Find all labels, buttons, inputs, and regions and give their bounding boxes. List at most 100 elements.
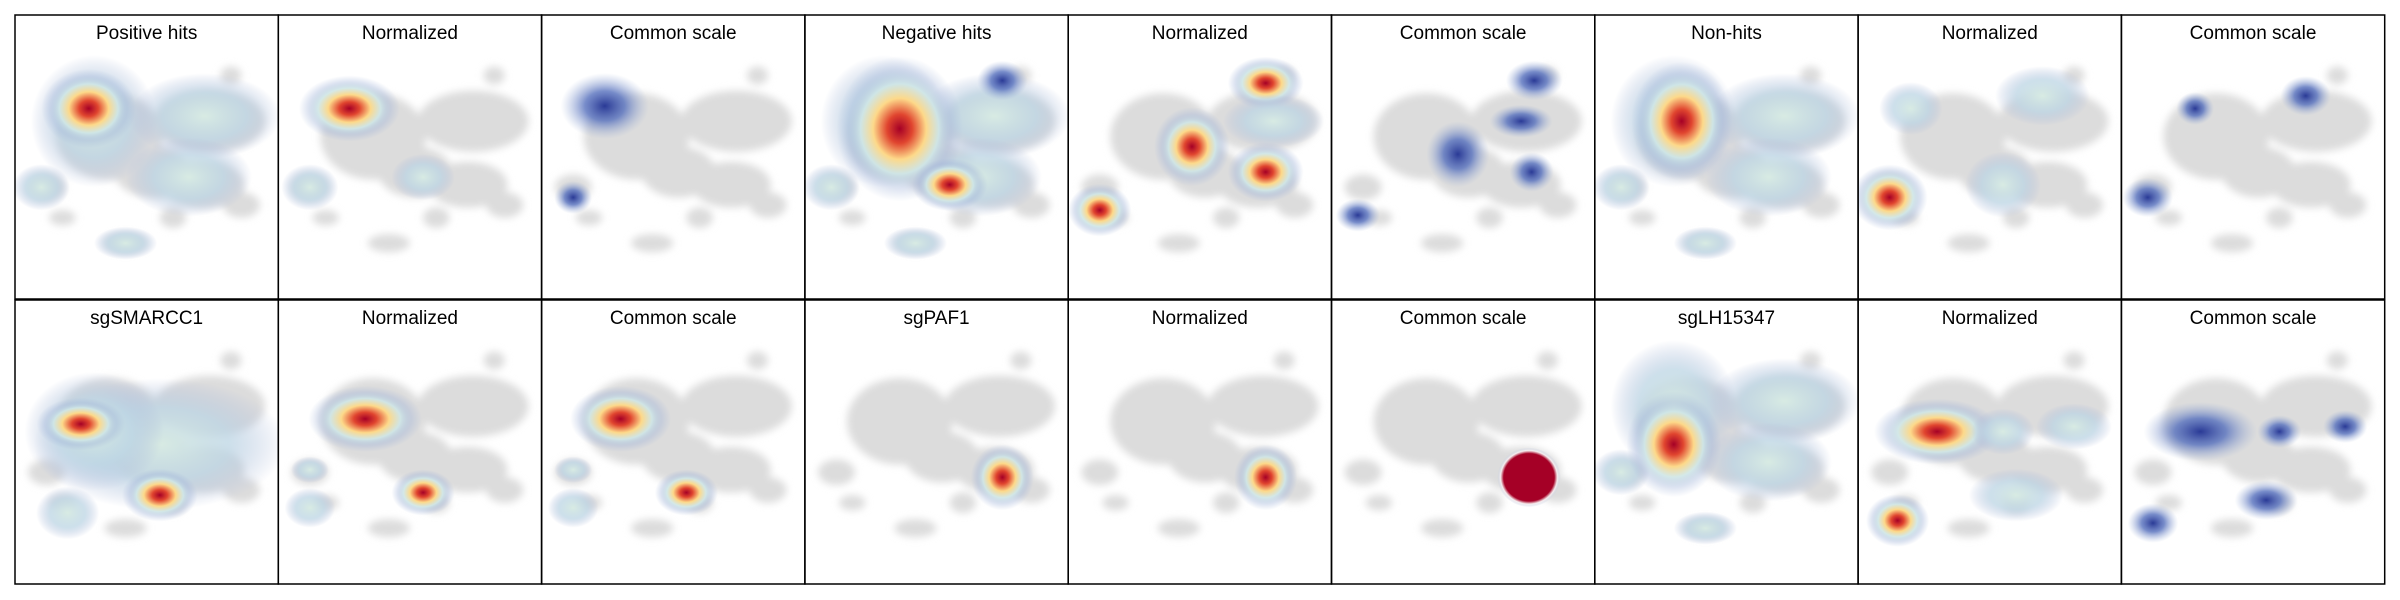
density-blob — [560, 72, 650, 139]
cluster-shape — [2066, 477, 2103, 503]
density-blob — [654, 469, 719, 516]
cluster-shape — [1207, 375, 1319, 437]
density-blob — [1505, 60, 1563, 101]
panel-title: Negative hits — [882, 23, 992, 44]
density-plot — [1335, 60, 1582, 253]
panel: Non-hits — [1594, 14, 1859, 300]
density-plot — [818, 351, 1056, 538]
cluster-shape — [749, 192, 787, 218]
density-plot — [1865, 351, 2112, 547]
density-blob — [2122, 177, 2174, 218]
panel-frame — [2120, 14, 2386, 300]
density-blob — [970, 444, 1034, 511]
density-blob — [1223, 94, 1325, 148]
density-blob — [2280, 75, 2331, 116]
density-blob — [1971, 408, 2035, 455]
panel-title: Common scale — [1400, 308, 1527, 329]
density-plot — [284, 351, 529, 538]
density-blob — [2257, 415, 2302, 449]
panel: Normalized — [1857, 299, 2123, 585]
panel-title: Normalized — [1152, 308, 1248, 329]
cluster-shape — [2210, 234, 2254, 253]
cluster-shape — [1344, 459, 1382, 485]
panel: sgPAF1 — [804, 299, 1069, 585]
density-blob — [1968, 468, 2064, 522]
umap-silhouette — [1081, 351, 1319, 538]
cluster-shape — [2329, 192, 2367, 218]
cluster-shape — [417, 90, 529, 152]
cluster-shape — [2271, 161, 2351, 208]
cluster-shape — [691, 161, 771, 208]
density-plot — [554, 66, 792, 253]
cluster-shape — [1421, 234, 1464, 253]
density-blob — [1705, 137, 1832, 217]
cluster-shape — [681, 375, 792, 437]
density-blob — [1858, 164, 1928, 231]
density-blob — [1489, 104, 1553, 138]
density-blob — [2176, 91, 2215, 126]
density-plot — [24, 351, 279, 540]
cluster-shape — [1476, 492, 1503, 513]
panel: Normalized — [1067, 14, 1333, 300]
cluster-shape — [818, 459, 855, 485]
cluster-shape — [423, 207, 450, 228]
cluster-shape — [104, 519, 147, 538]
panel: Normalized — [277, 299, 543, 585]
umap-silhouette — [2134, 66, 2372, 253]
cluster-shape — [483, 66, 505, 85]
density-blob — [1631, 61, 1733, 181]
cluster-shape — [2134, 459, 2172, 485]
cluster-shape — [49, 210, 76, 226]
density-blob — [1705, 422, 1832, 502]
panel-title: Non-hits — [1691, 23, 1762, 44]
density-blob — [284, 487, 336, 528]
cluster-shape — [1629, 495, 1656, 511]
density-blob — [883, 226, 948, 260]
density-blob — [804, 164, 860, 211]
umap-silhouette — [818, 351, 1056, 538]
density-blob — [308, 385, 423, 452]
density-blob — [570, 385, 672, 452]
density-blob — [1673, 226, 1737, 260]
cluster-shape — [1365, 495, 1393, 511]
density-blob — [1497, 447, 1561, 508]
density-plot — [1594, 340, 1859, 545]
density-blob — [1227, 142, 1304, 202]
cluster-shape — [1539, 192, 1577, 218]
panel: Negative hits — [804, 14, 1069, 300]
cluster-shape — [1213, 207, 1240, 228]
panel: Common scale — [1330, 14, 1596, 300]
density-plot — [2127, 351, 2372, 543]
cluster-shape — [631, 234, 674, 253]
density-blob — [1626, 391, 1722, 498]
cluster-shape — [949, 492, 977, 513]
cluster-shape — [1344, 174, 1382, 200]
density-blob — [2234, 480, 2298, 520]
density-plot — [2122, 66, 2372, 253]
density-blob — [1964, 151, 2041, 218]
density-blob — [391, 153, 455, 201]
density-plot — [1858, 66, 2109, 253]
cluster-shape — [1157, 519, 1200, 538]
panel-title: Common scale — [2190, 23, 2317, 44]
cluster-shape — [1421, 519, 1464, 538]
cluster-shape — [1081, 459, 1119, 485]
cluster-shape — [312, 210, 339, 226]
density-blob — [36, 486, 100, 540]
cluster-shape — [2066, 192, 2103, 218]
cluster-shape — [1273, 351, 1295, 370]
density-blob — [93, 226, 158, 260]
cluster-shape — [686, 207, 713, 228]
panel: Common scale — [2120, 14, 2386, 300]
density-blob — [128, 73, 279, 160]
cluster-shape — [2266, 207, 2293, 228]
cluster-shape — [1471, 375, 1582, 437]
density-blob — [1865, 494, 1930, 547]
panel: Common scale — [1330, 299, 1596, 585]
cluster-shape — [483, 351, 505, 370]
density-plot — [281, 66, 529, 253]
panel-title: sgPAF1 — [903, 308, 969, 329]
panel: Normalized — [277, 14, 543, 300]
density-blob — [554, 456, 593, 483]
cluster-shape — [631, 519, 674, 538]
